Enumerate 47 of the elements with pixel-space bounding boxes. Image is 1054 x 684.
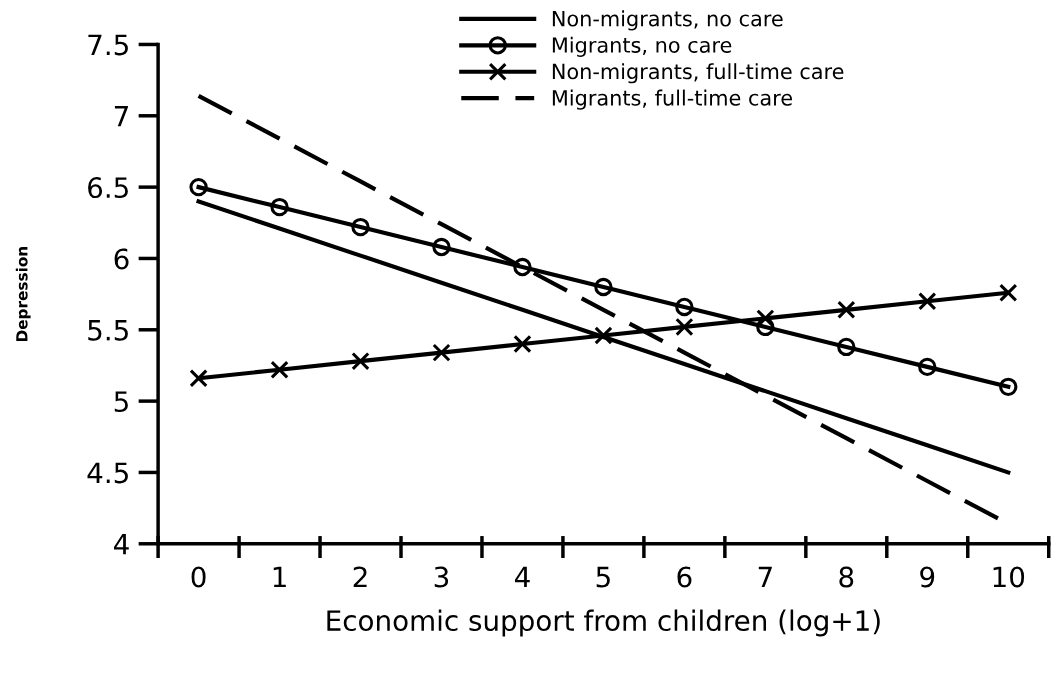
point [675,297,694,317]
x-tick-label: 7 [758,566,772,588]
point [351,217,370,237]
point [513,334,532,354]
legend-label: Migrants, no care [552,36,732,57]
legend-label: Migrants, full-time care [552,89,792,110]
point [432,343,451,362]
y-tick-label: 4 [114,534,129,555]
x-tick-label: 8 [839,566,854,588]
legend-label: Non-migrants, full-time care [552,63,844,84]
x-tick-label: 6 [677,566,692,588]
x-tick-label: 0 [191,566,206,588]
y-tick-label: 4.5 [87,462,128,484]
y-tick-label: 5 [114,391,128,413]
y-tick-label: 7.5 [88,34,128,56]
x-tick-label: 4 [514,566,530,588]
point [513,257,532,277]
x-axis-title: Economic support from children (log+1) [327,609,880,637]
point [918,357,937,377]
point [756,309,775,328]
x-tick-label: 5 [596,566,610,588]
point [837,337,856,357]
point [918,292,937,311]
y-axis-title: Depression [15,246,31,342]
y-tick-label: 6.5 [88,177,128,199]
point [999,377,1018,397]
point [189,177,208,197]
point [999,283,1018,302]
point [594,277,613,297]
point [351,352,370,371]
x-tick-label: 3 [434,566,449,588]
y-tick-label: 5.5 [88,320,128,341]
point [756,317,775,337]
x-tick-label: 1 [273,566,286,588]
x-tick-label: 9 [920,566,935,588]
point [189,369,208,388]
point [270,360,289,379]
legend-label: Non-migrants, no care [552,10,783,31]
point [837,300,856,319]
point [270,197,289,217]
point [594,326,613,345]
y-tick-label: 7 [114,106,128,127]
x-tick-label: 2 [353,566,367,588]
point [432,237,451,257]
x-tick-label: 10 [993,566,1025,588]
y-tick-label: 6 [114,248,129,270]
point [675,317,694,337]
